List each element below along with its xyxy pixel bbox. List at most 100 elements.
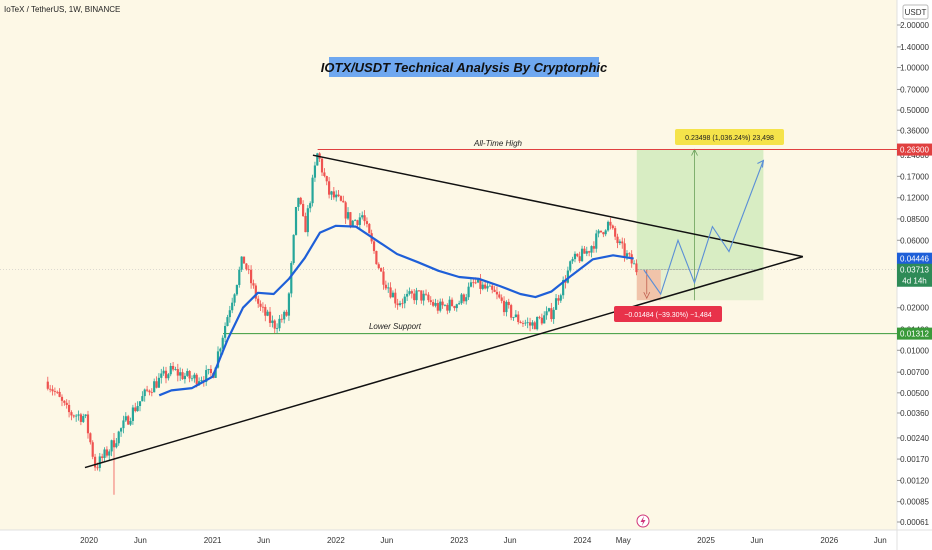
- candle-133: [361, 211, 364, 220]
- candle-body-187: [488, 285, 491, 287]
- candle-body-20: [93, 456, 97, 468]
- candle-body-223: [573, 253, 577, 260]
- candle-body-5: [58, 391, 61, 397]
- candle-body-171: [450, 299, 454, 306]
- candle-87: [252, 279, 255, 289]
- candle-body-134: [363, 215, 366, 222]
- candle-body-67: [205, 370, 208, 382]
- candle-161: [427, 292, 430, 303]
- candle-body-2: [51, 389, 54, 392]
- candle-231: [592, 241, 595, 253]
- candle-body-88: [254, 285, 257, 299]
- candle-142: [382, 267, 385, 290]
- candle-89: [257, 295, 260, 308]
- candle-61: [190, 375, 194, 382]
- candle-205: [531, 320, 534, 330]
- candle-body-170: [448, 299, 451, 311]
- candle-226: [580, 245, 584, 262]
- ath-price-label-bg: [897, 143, 932, 156]
- candle-52: [169, 362, 172, 377]
- candle-body-12: [75, 415, 78, 417]
- candle-body-99: [280, 318, 283, 320]
- candle-213: [550, 302, 553, 322]
- candle-body-205: [531, 322, 534, 326]
- candle-body-231: [592, 246, 595, 249]
- chart-title: IOTX/USDT Technical Analysis By Cryptorp…: [321, 60, 608, 75]
- candle-body-129: [351, 220, 354, 226]
- candle-body-62: [193, 374, 196, 379]
- candle-body-169: [446, 304, 449, 311]
- candle-body-108: [302, 203, 305, 217]
- candle-body-206: [533, 322, 536, 330]
- candle-body-61: [190, 378, 194, 380]
- candle-73: [219, 347, 222, 356]
- candle-body-10: [70, 412, 73, 416]
- candle-body-248: [632, 263, 636, 265]
- candle-body-196: [510, 305, 513, 318]
- candle-body-33: [124, 416, 127, 421]
- target-text: 0.23498 (1,036.24%) 23,498: [685, 135, 774, 142]
- candle-body-65: [200, 380, 203, 382]
- candle-105: [294, 206, 298, 236]
- candle-152: [406, 289, 409, 301]
- candle-27: [110, 439, 113, 457]
- candle-body-184: [481, 284, 484, 289]
- candle-243: [621, 237, 624, 249]
- candle-157: [417, 290, 421, 292]
- candle-body-163: [432, 302, 435, 306]
- candle-body-177: [465, 297, 468, 302]
- y-tick-label-5: 0.36000: [900, 126, 929, 135]
- candle-body-191: [498, 294, 501, 298]
- candle-154: [410, 289, 413, 299]
- candle-132: [358, 213, 361, 230]
- candle-2: [51, 385, 54, 396]
- candle-141: [380, 267, 383, 272]
- candle-218: [562, 276, 565, 299]
- y-tick-label-1: 1.40000: [900, 43, 929, 52]
- candle-216: [557, 294, 560, 305]
- x-tick-label-10: 2025: [697, 536, 715, 545]
- candle-35: [129, 417, 132, 426]
- candle-body-15: [82, 416, 85, 422]
- candle-body-120: [330, 191, 333, 195]
- ath-label: All-Time High: [473, 139, 522, 148]
- candle-123: [337, 190, 340, 198]
- candle-58: [183, 372, 187, 384]
- candle-body-83: [242, 256, 246, 264]
- candle-body-130: [354, 220, 357, 222]
- candle-207: [536, 316, 539, 331]
- candle-49: [162, 366, 165, 376]
- x-tick-label-0: 2020: [80, 536, 98, 545]
- candle-43: [148, 389, 151, 396]
- candle-body-238: [609, 221, 612, 226]
- candle-body-164: [434, 303, 437, 306]
- x-tick-label-9: May: [616, 536, 631, 545]
- candle-227: [583, 245, 586, 254]
- candle-body-241: [616, 236, 619, 244]
- candle-body-127: [346, 212, 350, 219]
- candle-body-31: [119, 428, 123, 432]
- candle-body-75: [223, 326, 227, 338]
- candle-230: [590, 245, 593, 258]
- candle-233: [597, 229, 600, 238]
- candle-body-166: [439, 301, 442, 311]
- candle-body-19: [91, 442, 94, 457]
- candle-215: [554, 293, 558, 310]
- candle-body-23: [101, 456, 104, 458]
- candle-201: [521, 320, 525, 328]
- x-tick-label-6: 2023: [450, 536, 468, 545]
- candle-0: [46, 376, 49, 391]
- candle-body-180: [472, 282, 475, 284]
- candle-body-226: [580, 248, 584, 262]
- symbol-line[interactable]: IoTeX / TetherUS, 1W, BINANCE: [4, 5, 120, 14]
- currency-badge[interactable]: [902, 4, 929, 20]
- lower-trendline: [84, 255, 804, 469]
- flash-icon[interactable]: [636, 514, 650, 528]
- y-tick-label-10: 0.06000: [900, 236, 929, 245]
- candle-94: [268, 307, 272, 327]
- candle-166: [439, 298, 442, 313]
- candle-body-77: [228, 310, 231, 318]
- candle-198: [514, 310, 517, 318]
- candle-98: [278, 315, 281, 332]
